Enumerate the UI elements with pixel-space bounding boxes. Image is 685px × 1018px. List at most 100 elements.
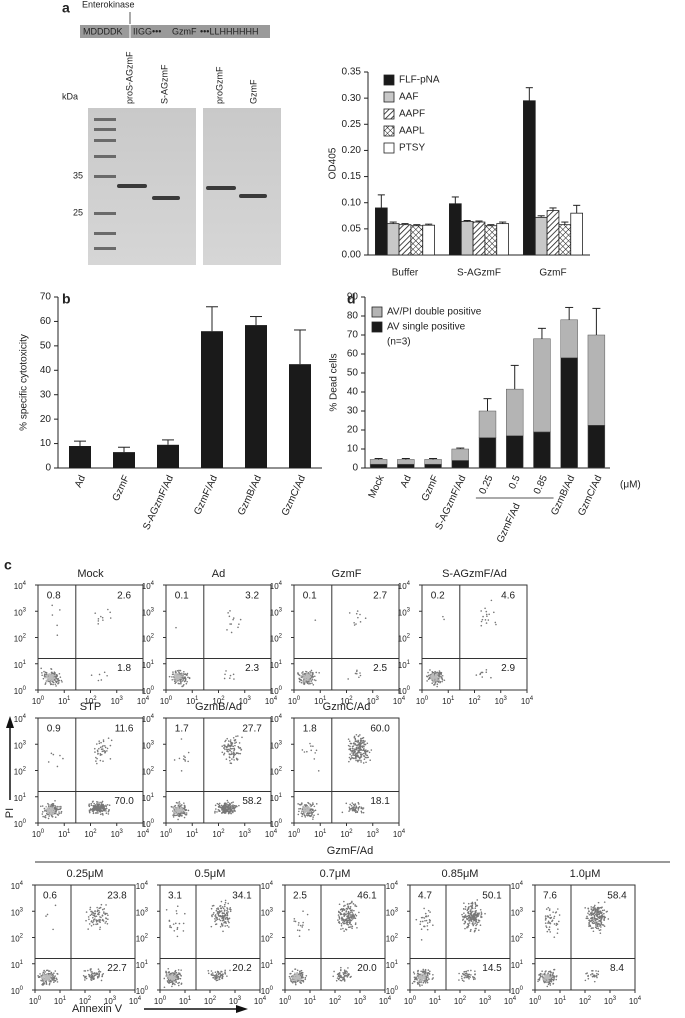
event-dot bbox=[292, 970, 294, 972]
event-dot bbox=[50, 681, 52, 683]
event-dot bbox=[43, 977, 45, 979]
y-tick-label: 103 bbox=[386, 907, 399, 918]
event-dot bbox=[350, 743, 352, 745]
event-dot bbox=[351, 928, 353, 930]
event-dot bbox=[95, 812, 97, 814]
event-dot bbox=[181, 738, 183, 740]
event-dot bbox=[343, 905, 345, 907]
event-dot bbox=[54, 683, 56, 685]
event-dot bbox=[472, 925, 474, 927]
event-dot bbox=[356, 905, 358, 907]
event-dot bbox=[429, 669, 431, 671]
event-dot bbox=[351, 914, 353, 916]
x-tick-label: GzmB/Ad bbox=[549, 474, 577, 517]
event-dot bbox=[184, 677, 186, 679]
event-dot bbox=[227, 908, 229, 910]
event-dot bbox=[458, 979, 460, 981]
event-dot bbox=[224, 804, 226, 806]
tick-exponent: 2 bbox=[151, 766, 155, 772]
event-dot bbox=[298, 678, 300, 680]
event-dot bbox=[553, 936, 555, 938]
gel-unit: kDa bbox=[62, 91, 78, 101]
event-dot bbox=[434, 672, 436, 674]
event-dot bbox=[473, 979, 475, 981]
y-tick-label: 102 bbox=[136, 933, 149, 944]
event-dot bbox=[305, 679, 307, 681]
event-dot bbox=[95, 760, 97, 762]
tick-exponent: 1 bbox=[313, 996, 317, 1002]
event-dot bbox=[365, 757, 367, 759]
y-tick-label: 103 bbox=[398, 607, 411, 618]
event-dot bbox=[296, 974, 298, 976]
event-dot bbox=[218, 971, 220, 973]
y-tick-label: 100 bbox=[386, 986, 399, 997]
x-tick-label: 104 bbox=[129, 996, 142, 1007]
event-dot bbox=[426, 920, 428, 922]
event-dot bbox=[360, 761, 362, 763]
event-dot bbox=[220, 907, 222, 909]
x-tick-label: 0.85 bbox=[532, 473, 550, 496]
event-dot bbox=[469, 919, 471, 921]
event-dot bbox=[314, 679, 316, 681]
event-dot bbox=[365, 617, 367, 619]
event-dot bbox=[354, 743, 356, 745]
event-dot bbox=[175, 627, 177, 629]
event-dot bbox=[218, 806, 220, 808]
event-dot bbox=[177, 677, 179, 679]
event-dot bbox=[337, 919, 339, 921]
event-dot bbox=[50, 668, 52, 670]
event-dot bbox=[230, 739, 232, 741]
event-dot bbox=[295, 980, 297, 982]
event-dot bbox=[42, 813, 44, 815]
event-dot bbox=[338, 979, 340, 981]
event-dot bbox=[54, 800, 56, 802]
event-dot bbox=[349, 804, 351, 806]
event-dot bbox=[298, 922, 300, 924]
bar bbox=[523, 101, 535, 255]
event-dot bbox=[354, 808, 356, 810]
event-dot bbox=[165, 971, 167, 973]
event-dot bbox=[353, 752, 355, 754]
lane-label: S-AGzmF bbox=[159, 64, 169, 104]
tick-exponent: 2 bbox=[477, 696, 481, 702]
event-dot bbox=[308, 811, 310, 813]
event-dot bbox=[608, 918, 610, 920]
event-dot bbox=[233, 754, 235, 756]
x-tick-label: 103 bbox=[479, 996, 492, 1007]
event-dot bbox=[40, 805, 42, 807]
event-dot bbox=[52, 813, 54, 815]
event-dot bbox=[312, 803, 314, 805]
event-dot bbox=[90, 971, 92, 973]
event-dot bbox=[545, 976, 547, 978]
event-dot bbox=[594, 922, 596, 924]
x-tick-label: 100 bbox=[279, 996, 292, 1007]
y-tick-label: 102 bbox=[142, 633, 155, 644]
event-dot bbox=[472, 902, 474, 904]
bar-segment bbox=[425, 464, 442, 468]
event-dot bbox=[359, 672, 361, 674]
tick-exponent: 0 bbox=[270, 986, 274, 992]
event-dot bbox=[233, 759, 235, 761]
event-dot bbox=[470, 905, 472, 907]
event-dot bbox=[174, 678, 176, 680]
tick-exponent: 0 bbox=[145, 986, 149, 992]
bar-segment bbox=[588, 335, 605, 425]
x-tick-label: GzmF/Ad bbox=[192, 474, 220, 517]
event-dot bbox=[429, 973, 431, 975]
event-dot bbox=[359, 806, 361, 808]
event-dot bbox=[102, 973, 104, 975]
tick-exponent: 2 bbox=[279, 766, 283, 772]
event-dot bbox=[186, 814, 188, 816]
event-dot bbox=[179, 758, 181, 760]
event-dot bbox=[303, 809, 305, 811]
event-dot bbox=[550, 971, 552, 973]
event-dot bbox=[92, 912, 94, 914]
event-dot bbox=[549, 908, 551, 910]
event-dot bbox=[598, 902, 600, 904]
event-dot bbox=[50, 684, 52, 686]
event-dot bbox=[594, 976, 596, 978]
x-tick-label: Ad bbox=[399, 474, 414, 490]
event-dot bbox=[476, 921, 478, 923]
event-dot bbox=[214, 812, 216, 814]
event-dot bbox=[463, 912, 465, 914]
